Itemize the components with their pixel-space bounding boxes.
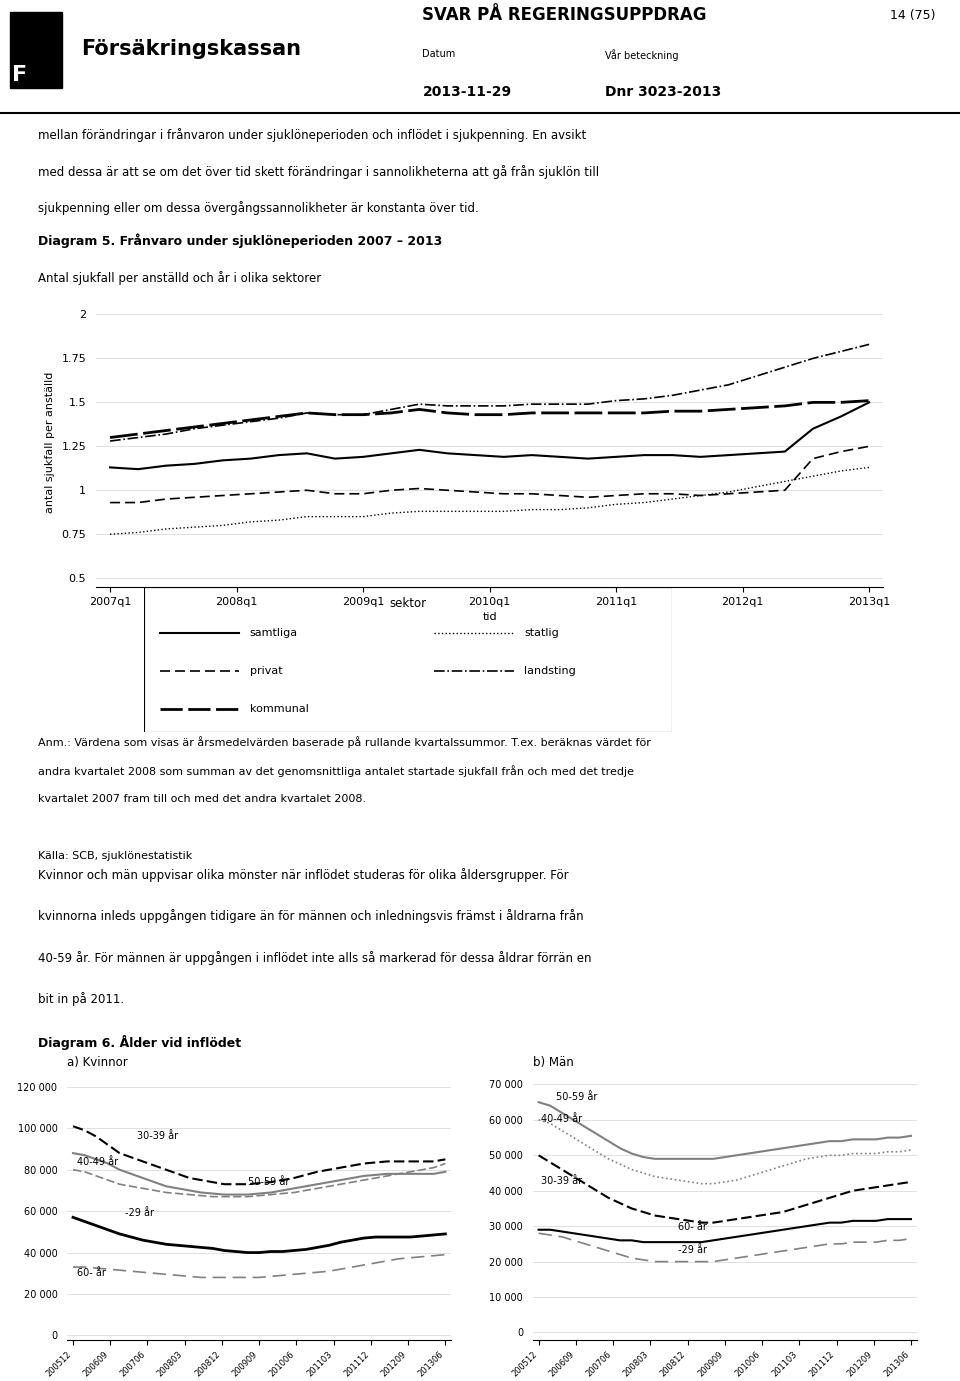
Text: Försäkringskassan: Försäkringskassan xyxy=(82,39,301,59)
Text: Datum: Datum xyxy=(422,50,456,59)
Text: -29 år: -29 år xyxy=(679,1244,708,1255)
Text: a) Kvinnor: a) Kvinnor xyxy=(67,1056,128,1069)
Text: med dessa är att se om det över tid skett förändringar i sannolikheterna att gå : med dessa är att se om det över tid sket… xyxy=(38,164,600,180)
Text: 60- år: 60- år xyxy=(679,1222,708,1232)
Text: 50-59 år: 50-59 år xyxy=(248,1177,289,1188)
Text: F: F xyxy=(12,65,28,84)
Text: Kvinnor och män uppvisar olika mönster när inflödet studeras för olika åldersgru: Kvinnor och män uppvisar olika mönster n… xyxy=(38,869,569,882)
Text: 40-59 år. För männen är uppgången i inflödet inte alls så markerad för dessa åld: 40-59 år. För männen är uppgången i infl… xyxy=(38,952,592,965)
Text: Antal sjukfall per anställd och år i olika sektorer: Antal sjukfall per anställd och år i oli… xyxy=(38,271,322,284)
Text: bit in på 2011.: bit in på 2011. xyxy=(38,993,125,1007)
Text: 30-39 år: 30-39 år xyxy=(137,1131,179,1141)
Text: kvartalet 2007 fram till och med det andra kvartalet 2008.: kvartalet 2007 fram till och med det and… xyxy=(38,794,367,804)
Text: 50-59 år: 50-59 år xyxy=(556,1092,597,1102)
Text: -29 år: -29 år xyxy=(126,1208,155,1218)
Text: Diagram 5. Frånvaro under sjuklöneperioden 2007 – 2013: Diagram 5. Frånvaro under sjuklöneperiod… xyxy=(38,233,443,249)
Text: 14 (75): 14 (75) xyxy=(891,10,936,22)
Text: Vår beteckning: Vår beteckning xyxy=(605,50,679,61)
Text: 40-49 år: 40-49 år xyxy=(77,1156,118,1167)
Text: b) Män: b) Män xyxy=(533,1056,573,1069)
Text: kvinnorna inleds uppgången tidigare än för männen och inledningsvis främst i åld: kvinnorna inleds uppgången tidigare än f… xyxy=(38,910,584,924)
Text: statlig: statlig xyxy=(524,628,559,638)
Text: privat: privat xyxy=(250,666,282,677)
Text: Källa: SCB, sjuklönestatistik: Källa: SCB, sjuklönestatistik xyxy=(38,851,193,862)
Text: mellan förändringar i frånvaron under sjuklöneperioden och inflödet i sjukpennin: mellan förändringar i frånvaron under sj… xyxy=(38,128,587,142)
Bar xyxy=(10,12,62,88)
Text: landsting: landsting xyxy=(524,666,576,677)
Text: 30-39 år: 30-39 år xyxy=(540,1175,582,1186)
Text: Diagram 6. Ålder vid inflödet: Diagram 6. Ålder vid inflödet xyxy=(38,1036,242,1050)
Y-axis label: antal sjukfall per anställd: antal sjukfall per anställd xyxy=(44,371,55,512)
Text: 40-49 år: 40-49 år xyxy=(540,1113,582,1124)
Text: Dnr 3023-2013: Dnr 3023-2013 xyxy=(605,84,721,98)
X-axis label: tid: tid xyxy=(482,612,497,623)
Text: kommunal: kommunal xyxy=(250,704,308,714)
Text: sjukpenning eller om dessa övergångssannolikheter är konstanta över tid.: sjukpenning eller om dessa övergångssann… xyxy=(38,202,479,215)
Text: Anm.: Värdena som visas är årsmedelvärden baserade på rullande kvartalssummor. T: Anm.: Värdena som visas är årsmedelvärde… xyxy=(38,736,651,747)
Text: andra kvartalet 2008 som summan av det genomsnittliga antalet startade sjukfall : andra kvartalet 2008 som summan av det g… xyxy=(38,765,635,776)
Text: SVAR PÅ REGERINGSUPPDRAG: SVAR PÅ REGERINGSUPPDRAG xyxy=(422,6,707,23)
Text: 60- år: 60- år xyxy=(77,1268,106,1279)
Text: sektor: sektor xyxy=(390,597,426,610)
Text: 2013-11-29: 2013-11-29 xyxy=(422,84,512,98)
Text: samtliga: samtliga xyxy=(250,628,298,638)
